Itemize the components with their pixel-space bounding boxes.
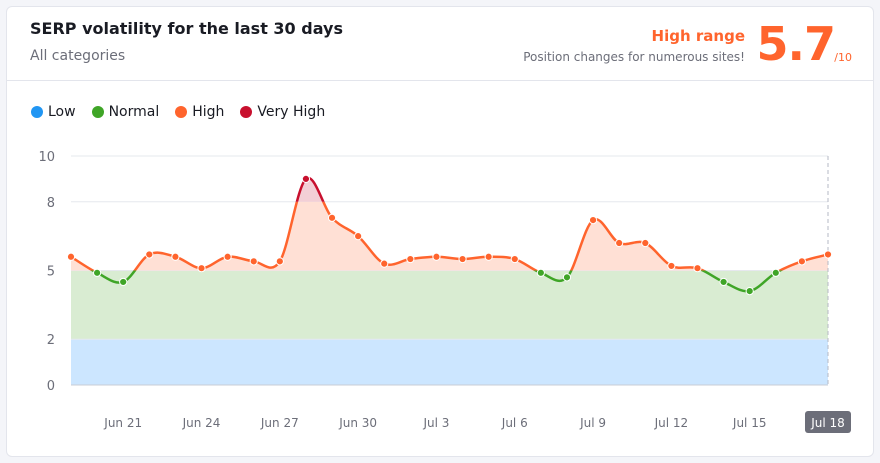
data-point[interactable] [171,252,180,261]
y-tick-label: 0 [47,379,55,394]
data-point[interactable] [719,277,728,287]
legend-label-very-high: Very High [257,104,326,120]
data-point[interactable] [562,273,572,282]
volatility-chart: 0 2 5 8 10 Jun 21 Jun 24 Jun 27 Jun 30 Jul 3 Jul 6… [38,150,851,433]
volatility-card: SERP volatility for the last 30 days All… [6,6,874,457]
data-point[interactable] [536,268,545,277]
data-point[interactable] [693,264,702,273]
data-point[interactable] [354,232,363,241]
data-point[interactable] [93,268,102,277]
data-point[interactable] [615,238,624,248]
legend-item-very-high[interactable]: Very High [240,104,325,120]
data-point[interactable] [66,252,76,261]
legend-label-high: High [192,104,225,120]
legend-dot-high [175,106,188,118]
data-point[interactable] [432,252,441,261]
y-tick-label: 10 [38,150,55,165]
data-point[interactable] [275,257,284,266]
volatility-score: 5.7 [756,17,836,71]
range-title: High range [651,27,745,45]
legend-item-high[interactable]: High [175,104,224,120]
data-point[interactable] [823,250,833,259]
data-point[interactable] [327,213,337,222]
data-point[interactable] [641,238,650,248]
data-point[interactable] [223,252,232,261]
data-point[interactable] [197,264,206,273]
x-tick-label: Jul 6 [501,416,528,430]
band-low [71,339,828,385]
data-point[interactable] [745,287,754,296]
data-point[interactable] [484,252,493,261]
active-date-badge [805,411,851,433]
legend-dot-low [31,106,43,118]
band-normal [71,270,828,340]
legend-label-normal: Normal [108,104,160,120]
area-high [71,201,828,271]
chart-legend: Low Normal High Very High [31,104,325,120]
data-point[interactable] [301,174,311,183]
data-point[interactable] [588,216,598,225]
x-tick-label: Jul 9 [579,416,606,430]
data-point[interactable] [771,268,780,277]
x-tick-label: Jun 30 [338,416,377,430]
x-tick-label: Jun 24 [182,416,221,430]
data-point[interactable] [667,261,676,271]
y-tick-label: 8 [47,196,55,211]
category-filter[interactable]: All categories [30,48,126,64]
legend-dot-normal [91,106,104,118]
y-tick-label: 2 [47,333,55,348]
data-point[interactable] [119,277,128,287]
card-header: SERP volatility for the last 30 days All… [7,7,873,81]
legend-dot-very-high [240,106,253,118]
data-point[interactable] [380,259,389,268]
data-point[interactable] [458,254,467,264]
x-tick-label: Jun 27 [260,416,299,430]
x-tick-label: Jun 21 [103,416,142,430]
x-tick-label: Jul 3 [422,416,449,430]
data-point[interactable] [145,250,154,259]
data-point[interactable] [249,257,258,266]
legend-label-low: Low [48,104,76,120]
data-point[interactable] [797,257,806,266]
score-max: /10 [834,51,852,64]
legend-item-normal[interactable]: Normal [91,104,160,120]
x-tick-label: Jul 18 [810,416,845,430]
card-title: SERP volatility for the last 30 days [30,19,343,38]
legend-item-low[interactable]: Low [31,104,76,120]
x-tick-label: Jul 15 [732,416,767,430]
y-tick-label: 5 [47,265,55,280]
range-description: Position changes for numerous sites! [523,50,745,64]
data-point[interactable] [406,254,415,264]
data-point[interactable] [510,254,519,264]
x-tick-label: Jul 12 [654,416,689,430]
